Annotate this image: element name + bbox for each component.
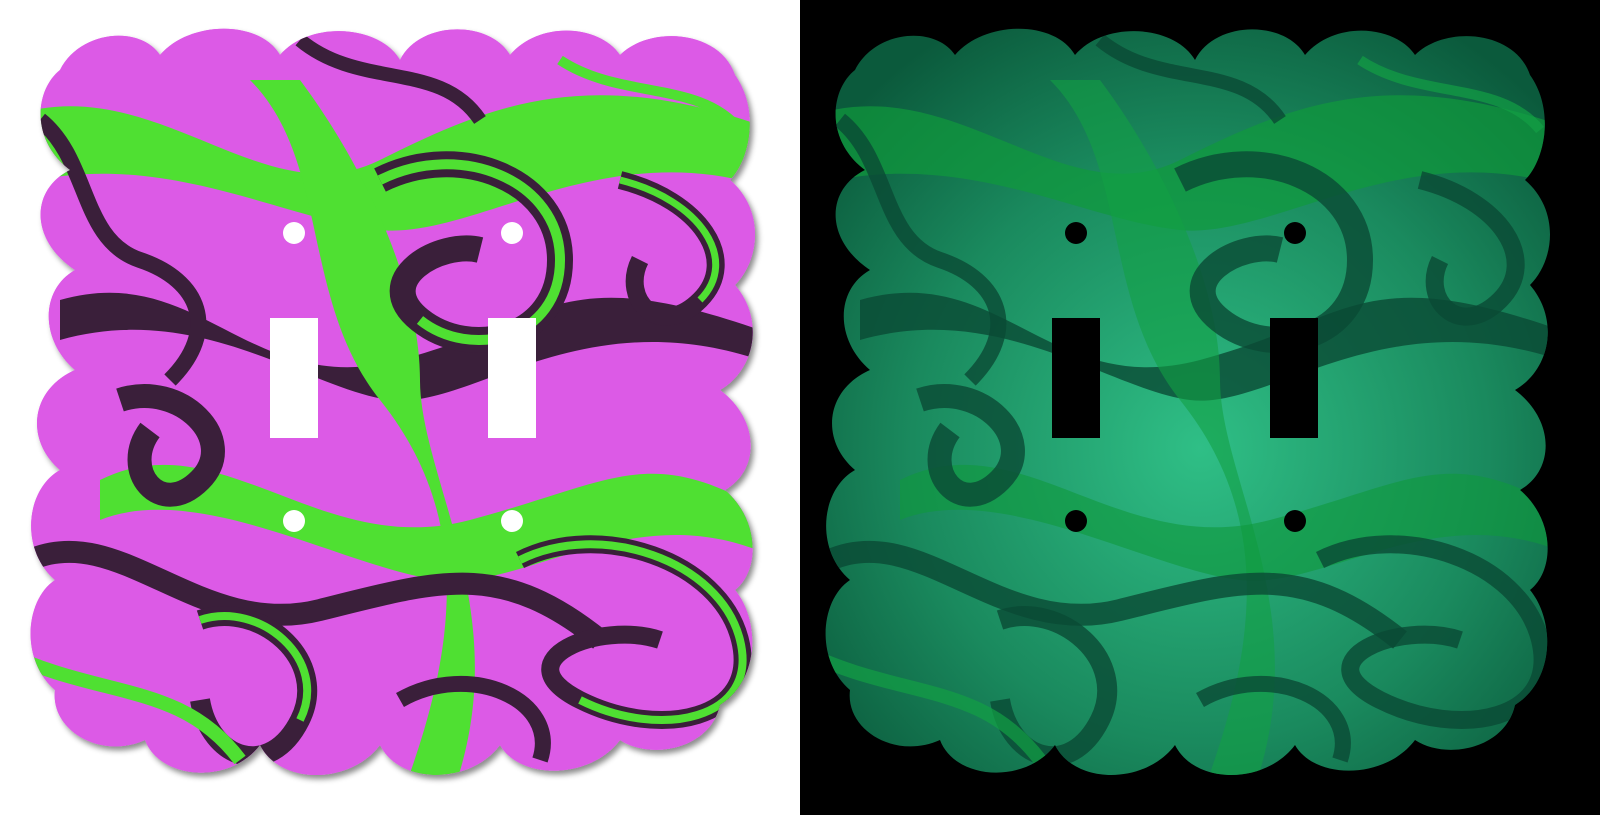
daylight-plate-panel bbox=[30, 28, 755, 775]
glow-plate-panel bbox=[800, 0, 1600, 815]
glow-switch-plate bbox=[800, 0, 1600, 815]
screw-hole-top-left bbox=[283, 222, 305, 244]
daylight-switch-plate bbox=[30, 28, 755, 775]
glow-toggle-opening-left bbox=[1052, 318, 1100, 438]
screw-hole-top-right bbox=[501, 222, 523, 244]
glow-screw-hole-bottom-left bbox=[1065, 510, 1087, 532]
glow-toggle-opening-right bbox=[1270, 318, 1318, 438]
day-swirl-pattern bbox=[30, 28, 755, 775]
toggle-opening-left bbox=[270, 318, 318, 438]
glow-swirl-pattern bbox=[825, 28, 1550, 775]
screw-hole-bottom-left bbox=[283, 510, 305, 532]
glow-screw-hole-bottom-right bbox=[1284, 510, 1306, 532]
screw-hole-bottom-right bbox=[501, 510, 523, 532]
glow-screw-hole-top-left bbox=[1065, 222, 1087, 244]
glow-screw-hole-top-right bbox=[1284, 222, 1306, 244]
toggle-opening-right bbox=[488, 318, 536, 438]
